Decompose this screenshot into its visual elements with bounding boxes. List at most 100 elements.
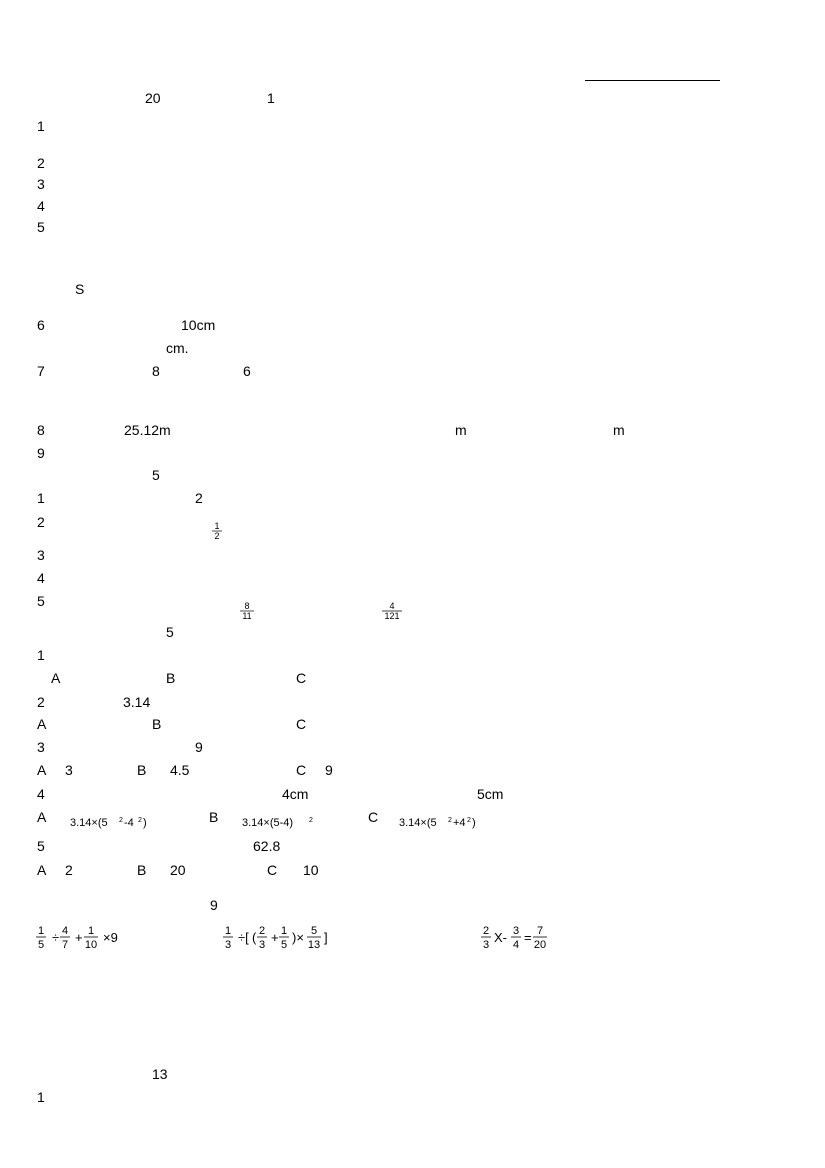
label-s: S — [75, 281, 84, 297]
header-20: 20 — [145, 90, 161, 106]
sec4-r4-a-formula: 3.14×(5 2 -4 2 ) — [70, 814, 180, 833]
sec4-r2-b[interactable]: B — [152, 716, 161, 732]
sec4-r3-a-val: 3 — [65, 762, 73, 778]
svg-text:7: 7 — [62, 939, 68, 951]
sec4-r4-v2: 5cm — [477, 786, 503, 802]
row-9: 9 — [37, 445, 45, 461]
svg-text:3.14×(5: 3.14×(5 — [70, 817, 108, 829]
svg-text:3: 3 — [483, 939, 489, 951]
sec4-r4-v1: 4cm — [282, 786, 308, 802]
sec4-r4-a[interactable]: A — [37, 809, 46, 825]
svg-text:2: 2 — [309, 817, 313, 824]
row-8-value: 25.12m — [124, 422, 171, 438]
sec4-r2-a[interactable]: A — [37, 716, 46, 732]
sec4-r2-val: 3.14 — [123, 694, 150, 710]
sec4-r5-c[interactable]: C — [267, 862, 277, 878]
sec4-r3: 3 — [37, 739, 45, 755]
svg-text:20: 20 — [534, 939, 546, 951]
sec3-r5: 5 — [37, 593, 45, 609]
svg-text:)×: )× — [292, 930, 304, 945]
row-5: 5 — [37, 219, 45, 235]
svg-text:3: 3 — [259, 939, 265, 951]
svg-text:2: 2 — [259, 925, 265, 937]
sec4-r1-b[interactable]: B — [166, 670, 175, 686]
sec3-r5-frac1: 8 11 — [237, 601, 257, 624]
sec3-r1-val: 2 — [195, 490, 203, 506]
svg-text:1: 1 — [88, 925, 94, 937]
sec4-r3-c[interactable]: C — [296, 762, 306, 778]
svg-text:1: 1 — [38, 925, 44, 937]
sec4-r1: 1 — [37, 647, 45, 663]
math-eq-3: 2 3 X- 3 4 = 7 20 — [480, 922, 600, 957]
sec5-title: 9 — [210, 897, 218, 913]
svg-text:+: + — [75, 930, 83, 945]
svg-text:1: 1 — [214, 521, 219, 531]
svg-text:÷: ÷ — [52, 930, 59, 945]
svg-text:×9: ×9 — [103, 930, 118, 945]
svg-text:-4: -4 — [124, 817, 134, 829]
sec4-r4-b[interactable]: B — [209, 809, 218, 825]
svg-text:4: 4 — [389, 601, 394, 611]
svg-text:=: = — [524, 930, 532, 945]
sec4-r5-b[interactable]: B — [137, 862, 146, 878]
sec3-r2: 2 — [37, 514, 45, 530]
sec3-r2-frac: 1 2 — [210, 521, 224, 544]
sec3-r1: 1 — [37, 490, 45, 506]
row-6-value: 10cm — [181, 317, 215, 333]
sec4-r3-a[interactable]: A — [37, 762, 46, 778]
svg-text:3.14×(5: 3.14×(5 — [399, 817, 437, 829]
svg-text:+: + — [271, 930, 279, 945]
sec3-r4: 4 — [37, 570, 45, 586]
svg-text:+4: +4 — [453, 817, 466, 829]
sec4-r5-c-val: 10 — [303, 862, 319, 878]
svg-text:5: 5 — [38, 939, 44, 951]
svg-text:5: 5 — [281, 939, 287, 951]
sec4-r5-a[interactable]: A — [37, 862, 46, 878]
sec6-13: 13 — [152, 1066, 168, 1082]
math-eq-1: 1 5 ÷ 4 7 + 1 10 ×9 — [35, 922, 175, 957]
svg-text:3.14×(5-4): 3.14×(5-4) — [242, 817, 293, 829]
sec3-title: 5 — [152, 467, 160, 483]
svg-text:7: 7 — [537, 925, 543, 937]
sec4-r3-c-val: 9 — [325, 762, 333, 778]
sec4-r2: 2 — [37, 694, 45, 710]
sec4-r3-b-val: 4.5 — [170, 762, 189, 778]
svg-text:2: 2 — [483, 925, 489, 937]
svg-text:13: 13 — [308, 939, 320, 951]
svg-text:2: 2 — [138, 817, 142, 824]
sec4-r4-c-formula: 3.14×(5 2 +4 2 ) — [399, 814, 509, 833]
sec3-r5-frac2: 4 121 — [380, 601, 404, 624]
svg-text:): ) — [472, 817, 476, 829]
sec4-r4: 4 — [37, 786, 45, 802]
svg-text:8: 8 — [244, 601, 249, 611]
blank-line — [585, 80, 720, 81]
sec6-r1: 1 — [37, 1089, 45, 1105]
svg-text:4: 4 — [513, 939, 519, 951]
sec4-r2-c[interactable]: C — [296, 716, 306, 732]
row-8-m2: m — [613, 422, 625, 438]
row-2: 2 — [37, 155, 45, 171]
svg-text:]: ] — [324, 930, 328, 945]
sec4-r3-val: 9 — [195, 739, 203, 755]
svg-text:÷[: ÷[ — [238, 930, 249, 945]
svg-text:1: 1 — [281, 925, 287, 937]
math-eq-2: 1 3 ÷[ ( 2 3 + 1 5 )× 5 13 ] — [222, 922, 382, 957]
row-6: 6 — [37, 317, 45, 333]
svg-text:3: 3 — [225, 939, 231, 951]
sec4-r1-c[interactable]: C — [296, 670, 306, 686]
row-8: 8 — [37, 422, 45, 438]
row-3: 3 — [37, 176, 45, 192]
svg-text:): ) — [143, 817, 147, 829]
svg-text:(: ( — [252, 930, 257, 945]
svg-text:11: 11 — [242, 611, 251, 621]
row-4: 4 — [37, 198, 45, 214]
sec4-r4-c[interactable]: C — [368, 809, 378, 825]
row-8-m1: m — [455, 422, 467, 438]
sec4-r5-val: 62.8 — [253, 838, 280, 854]
svg-text:3: 3 — [513, 925, 519, 937]
sec4-r1-a[interactable]: A — [51, 670, 60, 686]
svg-text:121: 121 — [384, 611, 399, 621]
svg-text:2: 2 — [448, 817, 452, 824]
sec4-r3-b[interactable]: B — [137, 762, 146, 778]
row-6-unit: cm. — [166, 340, 189, 356]
